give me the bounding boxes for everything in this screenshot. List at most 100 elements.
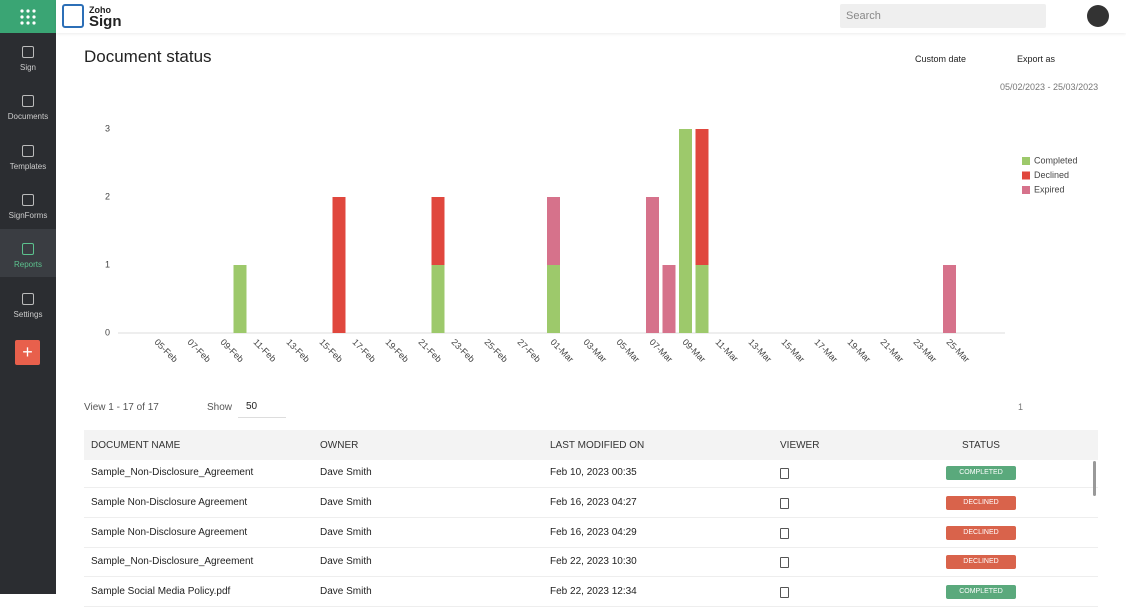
x-tick-label: 07-Feb [185,337,212,364]
bar-segment [695,129,709,265]
cell: Feb 16, 2023 04:27 [550,496,637,508]
nav-active-bg [0,229,56,278]
column-header: STATUS [962,440,1000,451]
search-box[interactable] [840,4,1046,28]
nav-label[interactable]: SignForms [8,210,48,220]
cell: Sample Social Media Policy.pdf [91,586,231,598]
y-tick-label: 0 [105,327,110,337]
column-header: OWNER [320,440,359,451]
x-tick-label: 19-Mar [845,337,872,364]
status-badge: DECLINED [946,495,1016,510]
legend-label: Declined [1034,170,1069,180]
row-divider [84,576,1098,578]
show-label: Show [207,402,233,413]
cell: Sample_Non-Disclosure_Agreement [91,467,254,478]
column-header: LAST MODIFIED ON [550,440,645,451]
cell: Sample Non-Disclosure Agreement [91,496,248,508]
cell: Feb 22, 2023 10:30 [550,556,637,568]
status-badge: COMPLETED [946,585,1016,600]
page-number[interactable]: 1 [1018,402,1024,412]
bar-segment [431,197,445,265]
viewer-icon[interactable] [780,468,789,479]
status-badge: DECLINED [946,525,1016,540]
nav-icon [22,193,34,206]
x-tick-label: 05-Feb [152,337,179,364]
nav-label[interactable]: Templates [9,161,47,171]
show-select[interactable]: 50 [238,396,286,418]
table-header [84,430,1098,460]
x-tick-label: 05-Mar [614,337,641,364]
cell: Dave Smith [320,526,372,538]
bar-segment [943,265,956,333]
scrollbar [1093,461,1096,496]
x-tick-label: 23-Mar [911,337,938,364]
bar-segment [431,265,445,333]
apps-button[interactable] [0,0,56,33]
logo: Sign [89,13,122,30]
bar-segment [646,197,659,333]
legend-label: Expired [1034,184,1065,194]
export-as[interactable]: Export as [1017,54,1056,64]
chart: 0 1 2 3 05-Feb 07-Feb 09-Feb 11-Feb 13-Feb 15-Feb… [105,123,1078,364]
x-tick-label: 15-Mar [779,337,806,364]
date-range: 05/02/2023 - 25/03/2023 [1000,82,1099,92]
sidebar [0,0,56,594]
x-tick-label: 19-Feb [383,337,410,364]
nav-label[interactable]: Documents [7,112,49,122]
viewer-icon[interactable] [780,587,789,599]
search-placeholder: Search [846,10,881,22]
bar-segment [662,265,676,333]
x-tick-label: 13-Feb [284,337,311,364]
row-divider [84,487,1098,488]
view-count: View 1 - 17 of 17 [84,402,159,413]
x-tick-label: 09-Mar [680,337,707,364]
x-tick-label: 07-Mar [647,337,674,364]
x-tick-label: 23-Feb [449,337,476,364]
cell: Feb 16, 2023 04:29 [550,526,637,538]
nav-label[interactable]: Reports [13,260,42,270]
cell: Dave Smith [320,467,372,478]
logo-small: Zoho [89,5,111,15]
x-tick-label: 17-Feb [350,337,377,364]
viewer-icon[interactable] [780,497,789,509]
nav-icon [22,144,34,157]
add-button[interactable]: + [15,340,40,365]
bar-segment [547,265,560,333]
nav-label[interactable]: Sign [19,63,36,72]
nav-icon [22,95,34,108]
x-tick-label: 15-Feb [317,337,344,364]
y-tick-label: 1 [105,259,110,269]
custom-date[interactable]: Custom date [915,54,967,64]
legend-label: Completed [1034,155,1078,165]
bar-segment [233,265,247,333]
x-tick-label: 27-Feb [515,337,542,364]
legend-swatch [1022,157,1030,165]
cell: Feb 10, 2023 00:35 [550,467,637,478]
status-badge: COMPLETED [946,466,1016,480]
cell: Dave Smith [320,586,372,598]
legend-swatch [1022,186,1030,194]
x-tick-label: 17-Mar [812,337,839,364]
row-divider [84,546,1098,548]
x-tick-label: 13-Mar [746,337,773,364]
logo-icon [62,4,84,28]
nav-icon [22,46,34,58]
bar-segment [679,129,692,333]
y-tick-label: 3 [105,123,110,133]
viewer-icon[interactable] [780,527,789,539]
cell: Feb 22, 2023 12:34 [550,586,637,598]
nav-label[interactable]: Settings [13,309,43,319]
cell: Sample_Non-Disclosure_Agreement [91,556,254,568]
x-tick-label: 11-Mar [713,337,740,364]
avatar[interactable] [1087,5,1109,27]
row-divider [84,516,1098,518]
x-tick-label: 25-Mar [944,337,971,364]
column-header: VIEWER [780,440,820,451]
viewer-icon[interactable] [780,557,789,569]
x-tick-label: 25-Feb [482,337,509,364]
cell: Sample Non-Disclosure Agreement [91,526,248,538]
cell: Dave Smith [320,496,372,508]
nav-icon [22,243,34,256]
bar-segment [695,265,709,333]
apps-icon [20,9,36,25]
